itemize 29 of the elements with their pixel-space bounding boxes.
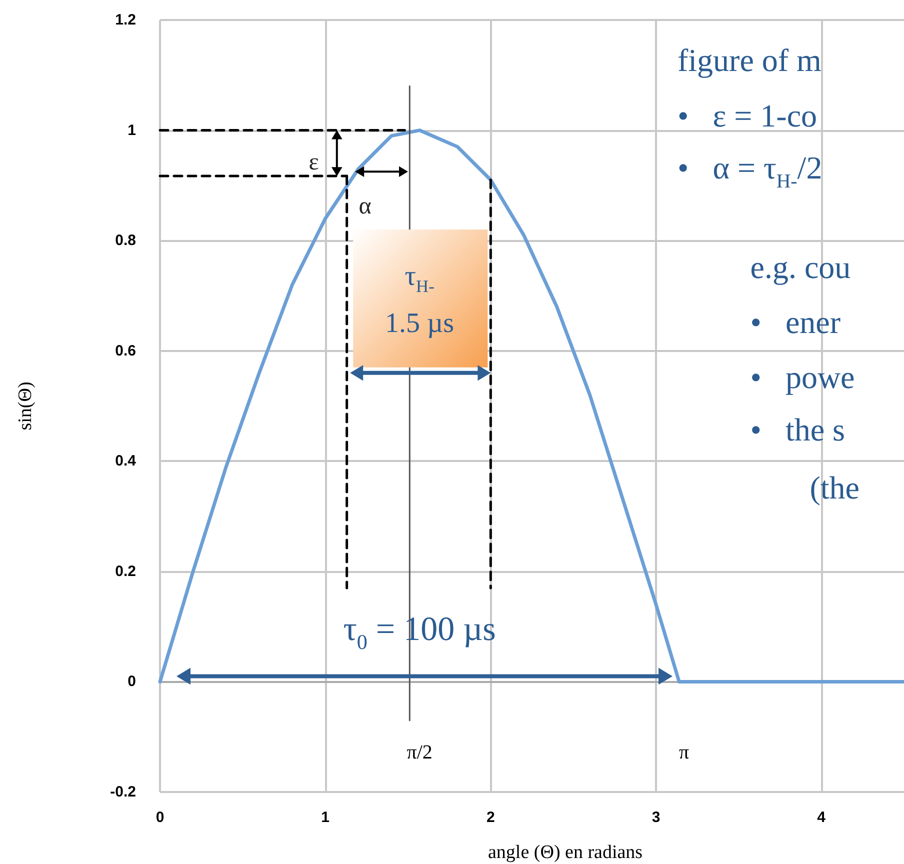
- annotation: (the: [810, 470, 868, 506]
- x-axis-title: angle (Θ) en radians: [488, 842, 643, 863]
- y-tick-label: 0.4: [115, 452, 137, 470]
- y-tick-label: 0.6: [115, 342, 136, 360]
- y-tick-label: 0: [128, 673, 136, 690]
- x-tick-label: 1: [321, 809, 330, 826]
- y-tick-label: 1.2: [115, 12, 136, 28]
- x-tick-label: 4: [817, 809, 826, 826]
- annotation: figure of m: [677, 42, 822, 78]
- annotation: α: [358, 192, 372, 219]
- y-tick-label: -0.2: [110, 784, 136, 800]
- annotation: τ$_{H-}$: [404, 262, 435, 297]
- annotation: 1.5 µs: [385, 308, 454, 340]
- annotation: π: [679, 740, 690, 763]
- x-tick-label: 0: [156, 809, 164, 826]
- annotation: • ener: [750, 304, 841, 340]
- x-tick-label: 3: [652, 809, 660, 826]
- annotation: • α = τ$_{H-}$/2: [677, 150, 822, 192]
- y-tick-label: 0.8: [115, 232, 136, 250]
- annotation: ε: [308, 148, 319, 175]
- annotation: • ε = 1-co: [677, 98, 818, 134]
- annotation: e.g. cou: [750, 249, 851, 286]
- annotation: π/2: [406, 740, 432, 763]
- x-tick-label: 2: [486, 809, 495, 826]
- y-axis-title: sin(Θ): [15, 382, 36, 430]
- y-tick-label: 1: [128, 122, 136, 139]
- annotation: • powe: [750, 360, 855, 396]
- annotation: • the s: [750, 412, 845, 448]
- y-tick-label: 0.2: [115, 562, 136, 580]
